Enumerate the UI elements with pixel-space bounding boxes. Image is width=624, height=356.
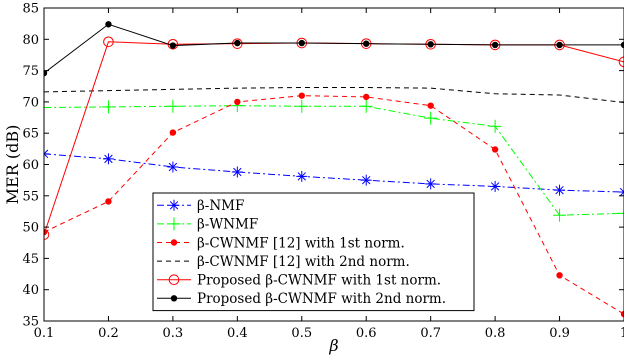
data-point <box>166 99 180 113</box>
data-point <box>169 42 177 49</box>
series-line <box>44 105 624 216</box>
y-tick-label: 60 <box>22 158 39 173</box>
legend-swatch-marker <box>168 274 180 286</box>
legend: β-NMF β-WNMF β-CWNMF [12] with 1st norm. β-… <box>152 192 475 312</box>
data-point <box>427 41 434 48</box>
legend-label: β-CWNMF [12] with 2nd norm. <box>197 254 410 270</box>
data-point <box>491 41 499 49</box>
legend-item: β-CWNMF [12] with 1st norm. <box>157 235 405 251</box>
x-axis-title: β <box>328 336 338 355</box>
data-point <box>44 101 51 115</box>
data-point <box>359 99 373 113</box>
data-point <box>617 206 624 220</box>
series-line <box>44 87 624 104</box>
data-point <box>167 161 179 173</box>
y-axis-title: MER (dB) <box>3 125 22 205</box>
legend-swatch-marker <box>168 199 180 211</box>
series-line <box>44 153 624 193</box>
x-tick-label: 0.5 <box>291 326 312 341</box>
data-point <box>488 119 502 133</box>
data-point <box>425 178 437 190</box>
legend-item: β-NMF <box>157 198 244 214</box>
legend-swatch-marker <box>170 239 178 246</box>
data-point <box>296 170 308 182</box>
legend-box <box>152 192 475 312</box>
data-point <box>102 153 114 165</box>
x-tick-label: 0.1 <box>34 326 55 341</box>
data-point <box>618 186 624 198</box>
data-point <box>489 180 501 192</box>
legend-item: β-CWNMF [12] with 2nd norm. <box>157 254 410 270</box>
x-tick-label: 0.7 <box>420 326 441 341</box>
x-tick-label: 0.8 <box>485 326 506 341</box>
data-point <box>101 100 115 114</box>
x-tick-label: 0.9 <box>549 326 570 341</box>
data-point <box>234 39 241 47</box>
data-point <box>491 146 499 153</box>
data-point <box>360 174 372 186</box>
data-point <box>105 198 112 205</box>
series-layer <box>44 21 624 318</box>
data-point <box>618 56 624 68</box>
y-tick-label: 35 <box>22 315 39 330</box>
legend-item: Proposed β-CWNMF with 2nd norm. <box>157 291 446 307</box>
data-point <box>234 98 241 106</box>
x-tick-label: 0.2 <box>98 326 119 341</box>
legend-label: β-CWNMF [12] with 1st norm. <box>197 235 405 251</box>
ticks-layer: 0.1 0.2 0.3 0.4 0.5 0.6 0.7 0.8 0.9 1 35 40 45 50 55 60… <box>22 2 624 341</box>
y-tick-label: 65 <box>22 127 39 142</box>
data-point <box>103 36 114 48</box>
data-point <box>298 39 305 47</box>
legend-label: Proposed β-CWNMF with 1st norm. <box>197 273 441 289</box>
legend-label: β-WNMF <box>197 217 258 233</box>
data-point <box>44 69 48 77</box>
y-tick-label: 70 <box>22 95 39 110</box>
data-point <box>556 272 563 279</box>
series-line <box>44 95 624 315</box>
y-tick-label: 85 <box>22 2 39 17</box>
data-point <box>169 129 177 136</box>
series-6 <box>44 21 624 77</box>
data-point <box>231 166 243 178</box>
data-point <box>427 102 434 109</box>
series-2 <box>44 99 624 222</box>
data-point <box>105 21 112 28</box>
y-tick-label: 45 <box>22 252 39 267</box>
legend-label: β-NMF <box>197 198 244 214</box>
x-tick-label: 0.3 <box>163 326 184 341</box>
y-tick-label: 50 <box>22 221 39 236</box>
data-point <box>424 111 438 125</box>
x-tick-label: 0.4 <box>227 326 248 341</box>
series-line <box>44 23 624 74</box>
y-tick-label: 80 <box>22 33 39 48</box>
data-point <box>556 41 563 49</box>
data-point <box>295 99 309 113</box>
y-tick-label: 55 <box>22 189 39 204</box>
y-tick-label: 75 <box>22 64 39 79</box>
x-tick-label: 1 <box>620 326 624 341</box>
data-point <box>44 148 50 160</box>
data-point <box>554 184 566 196</box>
legend-label: Proposed β-CWNMF with 2nd norm. <box>197 291 446 307</box>
legend-swatch-marker <box>167 217 181 231</box>
legend-item: Proposed β-CWNMF with 1st norm. <box>157 273 441 289</box>
data-point <box>553 208 567 222</box>
y-tick-label: 40 <box>22 283 39 298</box>
legend-swatch-marker <box>170 295 178 302</box>
series-4 <box>44 87 624 104</box>
x-tick-label: 0.6 <box>356 326 377 341</box>
data-point <box>363 40 370 47</box>
legend-item: β-WNMF <box>157 217 258 233</box>
series-1 <box>44 148 624 198</box>
data-point <box>298 92 305 99</box>
data-point <box>363 93 370 101</box>
